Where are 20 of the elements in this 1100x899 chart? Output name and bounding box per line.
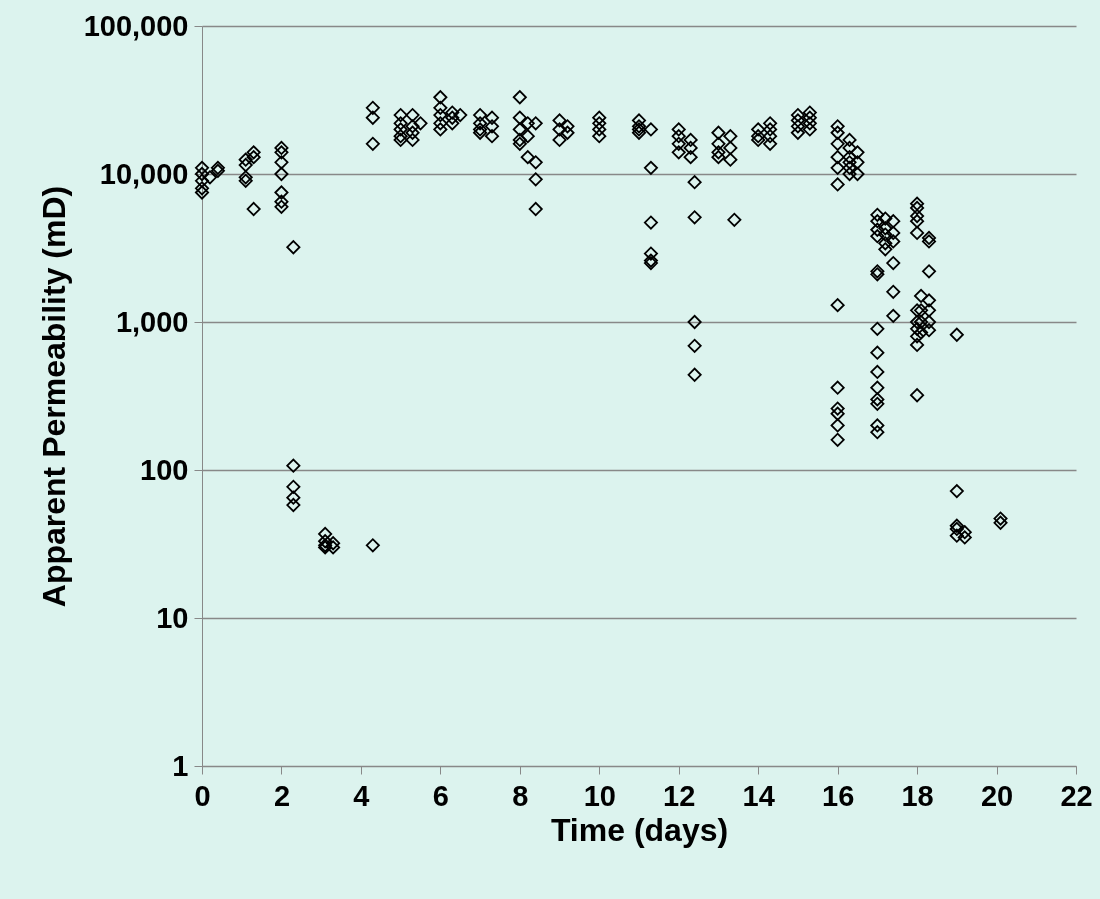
x-tick-label: 22 bbox=[1060, 779, 1093, 812]
y-tick-label: 100 bbox=[140, 453, 189, 486]
y-tick-label: 10,000 bbox=[99, 157, 189, 190]
y-tick-label: 1,000 bbox=[115, 305, 189, 338]
y-tick-label: 1 bbox=[172, 749, 189, 782]
y-tick-label: 100,000 bbox=[83, 9, 189, 42]
x-tick-label: 2 bbox=[273, 779, 291, 812]
x-tick-label: 14 bbox=[742, 779, 775, 812]
x-tick-label: 8 bbox=[512, 779, 529, 812]
x-tick-label: 0 bbox=[194, 779, 211, 812]
x-tick-label: 10 bbox=[583, 779, 616, 812]
x-axis-title: Time (days) bbox=[550, 811, 729, 848]
x-tick-label: 18 bbox=[901, 779, 934, 812]
y-tick-label: 10 bbox=[156, 601, 189, 634]
x-tick-label: 20 bbox=[980, 779, 1014, 812]
x-tick-label: 6 bbox=[432, 779, 449, 812]
x-tick-label: 16 bbox=[822, 779, 855, 812]
x-tick-label: 12 bbox=[663, 779, 696, 812]
y-axis-title: Apparent Permeability (mD) bbox=[35, 185, 72, 608]
x-tick-label: 4 bbox=[353, 779, 370, 812]
